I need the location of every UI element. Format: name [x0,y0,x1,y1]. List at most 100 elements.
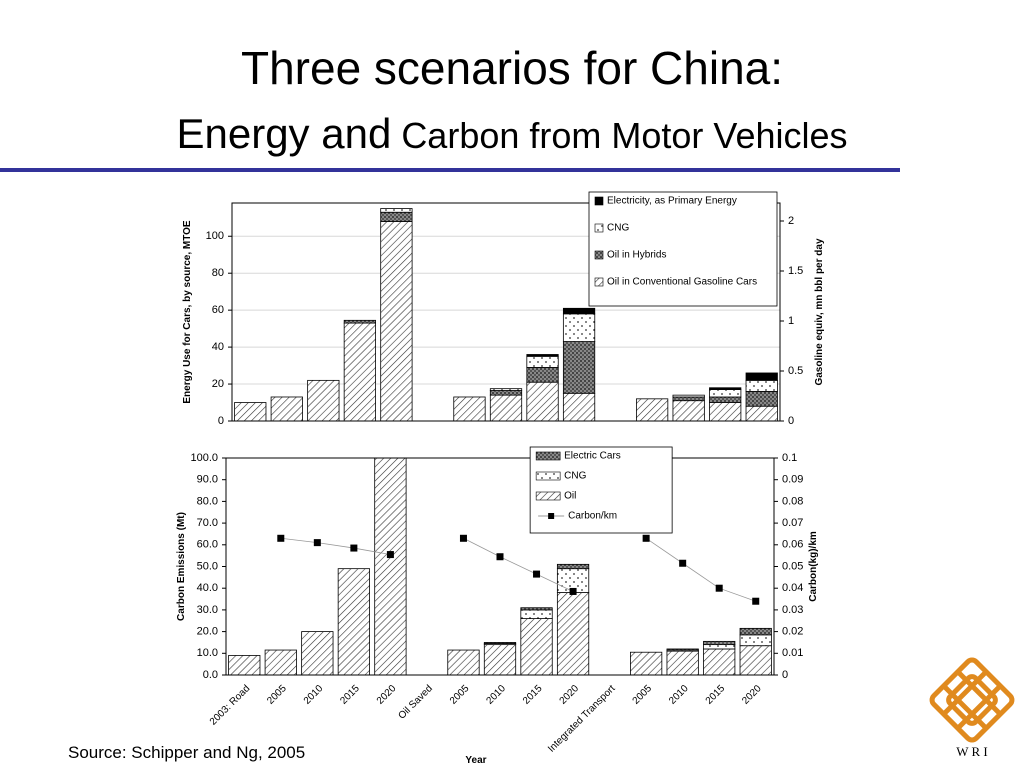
y2-tick-label: 0.5 [788,365,803,377]
y2-tick-label: 2 [788,215,794,227]
bar-segment [374,458,407,675]
y2-axis-label: Carbon(kg)/km [808,531,819,602]
bar-segment [709,402,742,421]
legend-swatch [535,471,561,481]
bar-segment [562,341,596,394]
legend-label: Oil [564,491,576,502]
bar-segment [672,396,705,402]
bar-segment [739,645,772,675]
bar-segment [520,609,553,619]
bar-segment [337,568,370,675]
bar-segment [380,211,413,222]
y-tick-label: 10.0 [197,647,218,659]
bar-segment [709,387,742,390]
bar-segment [526,367,559,383]
slide-title: Three scenarios for China: [241,42,783,94]
y-tick-label: 100.0 [190,452,218,464]
series-line [463,537,574,592]
bar-segment [709,389,742,398]
y-tick-label: 50.0 [197,560,218,572]
subtitle-part: Energy and [176,110,391,157]
bar-segment [703,644,736,650]
y-tick-label: 20 [212,378,224,390]
line-marker [496,553,504,561]
bar-segment [562,313,596,342]
bar-segment [703,640,736,646]
bar-segment [380,208,413,213]
legend-label: Carbon/km [568,511,617,522]
legend-swatch [535,451,561,461]
legend-marker [548,513,555,519]
bar-segment [264,649,297,675]
y-tick-label: 60.0 [197,539,218,551]
x-tick-label: 2020 [375,683,399,707]
bar-segment [234,402,267,421]
y-tick-label: 90.0 [197,474,218,486]
bar-segment [447,649,480,675]
source-note: Source: Schipper and Ng, 2005 [68,743,305,762]
bar-segment [489,394,523,421]
y-tick-label: 40.0 [197,582,218,594]
bar-segment [520,618,553,675]
y2-tick-label: 0 [782,669,788,681]
bar-segment [636,398,669,421]
bar-segment [739,627,772,636]
bar-segment [630,651,663,675]
y2-tick-label: 0.06 [782,539,803,551]
bars [228,458,772,675]
legend-swatch [594,223,604,233]
y2-tick-label: 0 [788,415,794,427]
x-tick-label: 2005 [631,683,655,707]
legend-swatch [594,196,604,206]
legend-label: Electricity, as Primary Energy [607,196,737,207]
bar-segment [666,648,699,651]
line-marker [569,587,577,595]
bar-segment [228,655,261,675]
bar-segment [703,648,736,675]
line-marker [715,584,723,592]
x-tick-label: 2005 [265,683,289,707]
line-marker [350,544,358,552]
line-marker [533,570,541,578]
x-tick-label: 2020 [558,683,582,707]
bar-segment [709,396,742,403]
y2-tick-label: 1 [788,315,794,327]
line-marker [277,534,285,542]
bar-segment [483,642,517,644]
y-tick-label: 100 [206,230,224,242]
y2-tick-label: 0.01 [782,647,803,659]
bar-segment [489,388,523,391]
bar-segment [307,379,340,421]
y-axis-label: Energy Use for Cars, by source, MTOE [182,220,193,404]
bar-segment [556,563,590,570]
bar-segment [672,400,705,421]
bar-segment [489,390,523,396]
bar-segment [483,644,517,675]
bars [234,208,778,421]
bar-segment [380,221,413,421]
bar-segment [666,650,699,675]
y-tick-label: 40 [212,341,224,353]
plot-frame [225,457,775,676]
legend-label: CNG [564,471,586,482]
y2-axis-label: Gasoline equiv, mn bbl per day [814,238,825,386]
bar-segment [270,396,303,421]
bar-segment [343,319,376,324]
x-tick-label: 2005 [448,683,472,707]
bar-segment [453,396,486,421]
plot-frame [231,202,781,422]
x-tick-label: 2015 [521,683,545,707]
x-tick-label: 2010 [484,683,508,707]
x-tick-label: Integrated Transport [546,683,618,755]
y2-tick-label: 0.03 [782,604,803,616]
series-line [645,537,756,602]
y-axis-label: Carbon Emissions (Mt) [176,512,187,621]
bar-segment [562,392,596,421]
bar-segment [562,307,596,315]
logo-text: W R I [956,744,988,759]
wri-logo [929,657,1015,743]
series-line [280,537,391,555]
legend-label: Oil in Hybrids [607,250,666,261]
legend-label: CNG [607,223,629,234]
